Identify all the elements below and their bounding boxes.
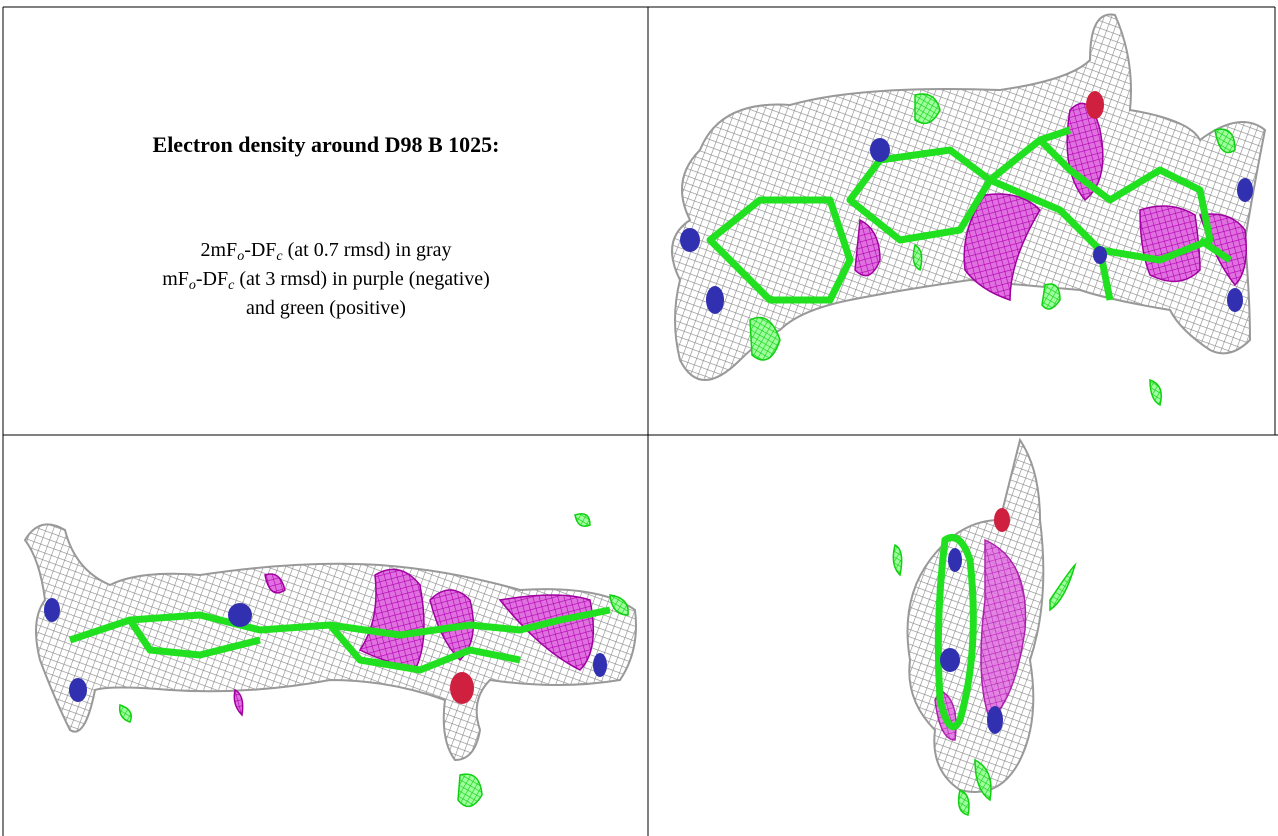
caption-text: 2mF — [200, 239, 238, 261]
caption-title: Electron density around D98 B 1025: — [152, 132, 500, 157]
subscript: c — [228, 278, 235, 293]
caption-line: mFo-DFc (at 3 rmsd) in purple (negative) — [4, 265, 648, 294]
caption-line: and green (positive) — [4, 294, 648, 323]
caption-text: mF — [162, 268, 189, 290]
caption-line: 2mFo-DFc (at 0.7 rmsd) in gray — [4, 236, 648, 265]
caption-cell: Electron density around D98 B 1025: 2mFo… — [4, 8, 648, 434]
caption-text: (at 3 rmsd) in purple (negative) — [234, 268, 490, 290]
caption-text: -DF — [195, 268, 229, 290]
subscript: o — [237, 249, 245, 264]
density-view-top — [671, 13, 1267, 407]
density-view-bottom-left — [23, 513, 637, 808]
caption-text: and green (positive) — [246, 297, 406, 319]
caption-text: -DF — [244, 239, 277, 261]
caption-text: (at 0.7 rmsd) in gray — [282, 239, 452, 261]
density-view-bottom-right — [892, 437, 1077, 816]
subscript: o — [188, 278, 196, 293]
table-borders — [2, 6, 1278, 836]
subscript: c — [276, 249, 283, 264]
caption-lines: 2mFo-DFc (at 0.7 rmsd) in gray mFo-DFc (a… — [4, 236, 648, 323]
